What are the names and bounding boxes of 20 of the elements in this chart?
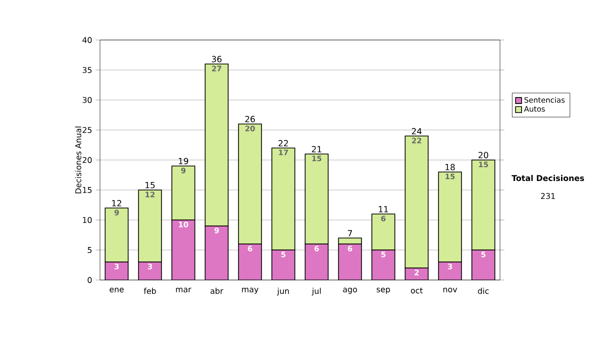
bar	[338, 244, 362, 280]
total-label: 15	[146, 182, 155, 188]
total-label: 11	[378, 206, 388, 212]
bar	[238, 244, 262, 280]
bar	[272, 250, 295, 280]
bar	[205, 226, 228, 280]
total-label: 26	[245, 116, 255, 122]
total-label: 20	[478, 152, 488, 158]
total-label: 21	[312, 146, 322, 152]
total-label: 18	[446, 164, 455, 170]
total-label: 7	[348, 230, 352, 236]
bar	[471, 250, 496, 280]
bar	[372, 250, 395, 280]
bar	[172, 220, 195, 280]
total-label: 36	[212, 56, 222, 62]
total-label: 24	[412, 128, 422, 134]
total-label: 19	[178, 158, 188, 164]
total-label: 22	[278, 140, 288, 146]
total-label: 12	[112, 200, 122, 206]
bar	[305, 244, 328, 280]
